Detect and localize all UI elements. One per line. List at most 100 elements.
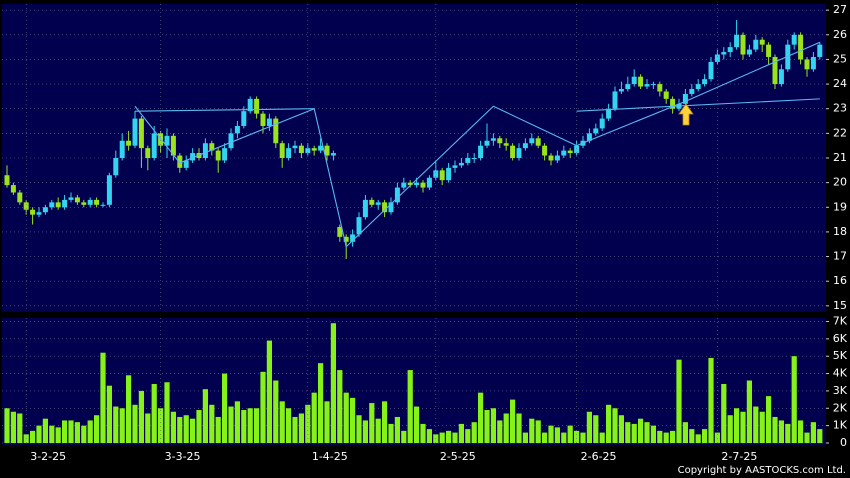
candle-body [273,118,279,144]
volume-bar [382,401,388,443]
volume-bar [254,408,260,443]
candle-body [151,133,157,158]
volume-bar [817,429,823,443]
candle-body [330,153,336,156]
volume-bar [759,411,765,443]
candle-body [68,197,74,200]
candle-body [561,150,567,156]
volume-bar [87,420,93,443]
y-tick-label: 27 [833,3,847,16]
candle-body [702,79,708,85]
volume-bar [798,420,804,443]
volume-bar [522,432,528,443]
candle-body [369,199,375,205]
volume-bar [62,420,68,443]
volume-bar [465,429,471,443]
copyright: Copyright by AASTOCKS.com Ltd. [678,465,846,476]
volume-bar [785,423,791,443]
y-tick-label: 15 [833,299,847,312]
candle-body [279,143,285,158]
trend-line [576,98,820,112]
candle-body [542,145,548,156]
volume-bar [247,408,253,443]
candle-body [618,89,624,92]
volume-bar [650,425,656,443]
x-tick-label: 2-6-25 [581,450,617,463]
volume-bar [36,425,42,443]
volume-bar [407,370,413,443]
y-tick-label: 18 [833,225,847,238]
candle-body [426,177,432,188]
volume-bar [350,397,356,443]
x-tick-label: 3-2-25 [30,450,66,463]
trend-line [134,41,821,248]
candle-body [510,145,516,158]
candle-body [522,143,528,149]
volume-bar [766,396,772,443]
candle-body [394,187,400,203]
candle-body [490,138,496,141]
volume-bar [222,373,228,443]
volume-bar [286,408,292,443]
candle-body [638,76,644,87]
volume-bar [644,422,650,443]
candle-body [734,34,740,48]
candle-body [170,135,176,156]
volume-bar [478,392,484,443]
volume-bar [791,356,797,443]
candle-body [548,155,554,161]
volume-bar [209,404,215,443]
candle-body [663,91,669,99]
volume-bar [510,399,516,443]
volume-bar [503,413,509,443]
volume-bar [49,425,55,443]
volume-bar [625,422,631,443]
volume-bar [183,415,189,443]
y-tick-label: 16 [833,274,847,287]
volume-bar [580,432,586,443]
volume-bar [682,422,688,443]
candle-body [535,138,541,146]
candle-body [593,128,599,134]
volume-bar [362,420,368,443]
volume-bar [113,406,119,443]
candle-body [631,76,637,85]
candle-body [708,61,714,80]
candle-body [439,170,445,181]
candle-body [311,148,317,151]
candle-body [484,140,490,146]
volume-bar [618,415,624,443]
candle-body [644,84,650,87]
y-tick-label: 22 [833,126,847,139]
volume-bar [145,413,151,443]
candle-body [465,158,471,163]
candle-body [164,135,170,146]
candle-body [798,34,804,60]
volume-bar [529,418,535,443]
volume-bar [490,408,496,443]
candle-body [810,56,816,70]
volume-bar [375,418,381,443]
candle-body [42,207,48,213]
y-tick-label: 19 [833,200,847,213]
candle-body [574,145,580,154]
volume-bar [810,422,816,443]
candle-body [138,118,144,149]
candle-body [657,84,663,92]
candle-body [759,39,765,45]
volume-bar [593,415,599,443]
candle-body [554,155,560,161]
volume-bar [772,416,778,443]
candle-body [778,69,784,85]
volume-bar [695,434,701,443]
candle-body [215,150,221,161]
candle-body [689,89,695,94]
candle-body [183,160,189,168]
volume-bar [273,380,279,443]
candle-body [292,145,298,149]
candle-body [17,192,23,203]
volume-bar [177,416,183,443]
candle-body [375,202,381,205]
volume-bar [497,420,503,443]
volume-bar [330,323,336,443]
